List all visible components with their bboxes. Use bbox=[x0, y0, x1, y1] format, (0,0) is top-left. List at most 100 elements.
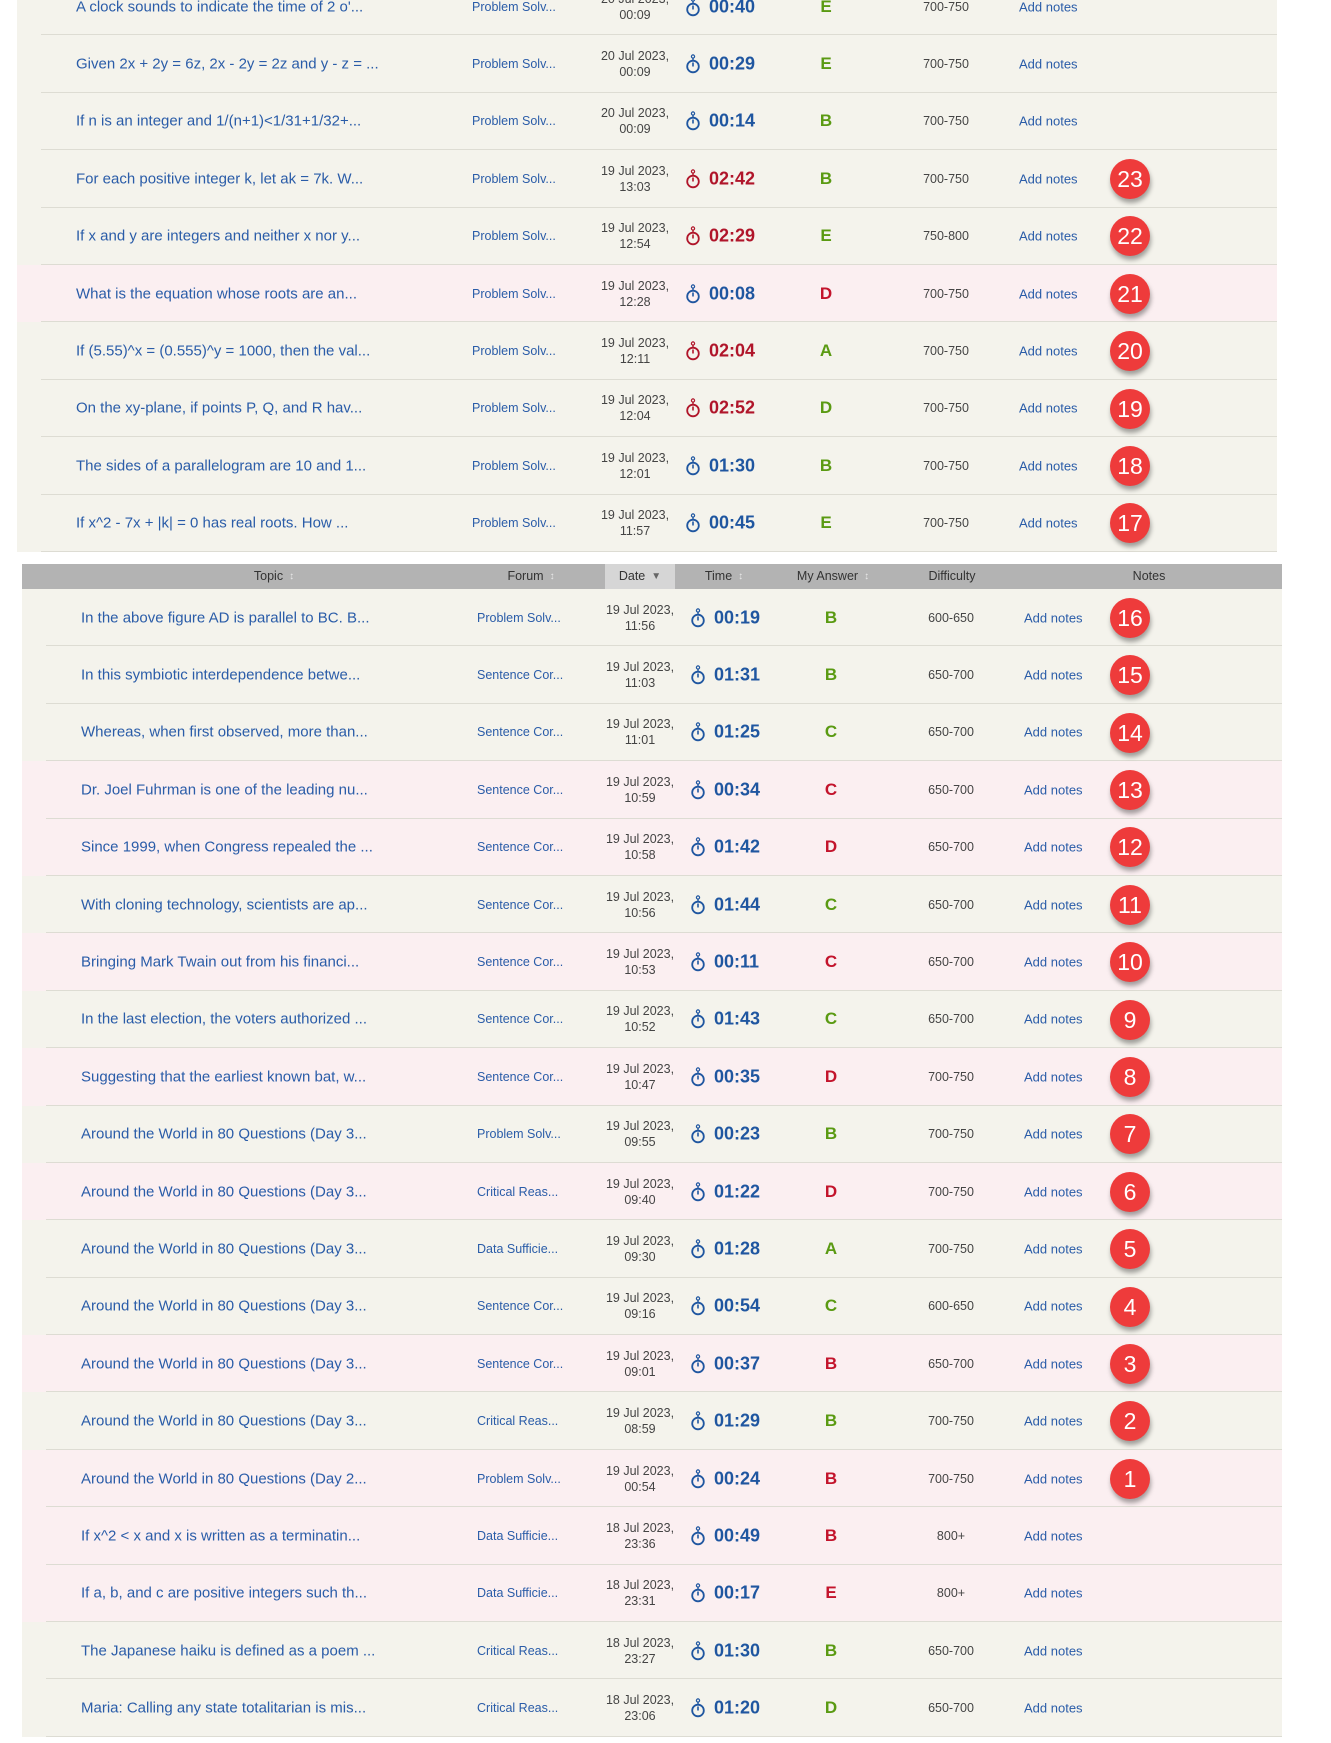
topic-link[interactable]: If x^2 < x and x is written as a termina… bbox=[81, 1527, 361, 1545]
forum-link[interactable]: Problem Solv... bbox=[472, 0, 556, 14]
forum-link[interactable]: Problem Solv... bbox=[472, 229, 556, 244]
add-notes-link[interactable]: Add notes bbox=[1019, 343, 1078, 359]
forum-link[interactable]: Sentence Cor... bbox=[477, 1069, 564, 1084]
forum-link[interactable]: Critical Reas... bbox=[477, 1701, 559, 1716]
difficulty: 650-700 bbox=[928, 955, 974, 970]
forum-link[interactable]: Sentence Cor... bbox=[477, 725, 564, 740]
date-day: 19 Jul 2023, bbox=[605, 1233, 675, 1248]
add-notes-link[interactable]: Add notes bbox=[1019, 56, 1078, 72]
forum-link[interactable]: Critical Reas... bbox=[477, 1643, 559, 1658]
add-notes-link[interactable]: Add notes bbox=[1024, 954, 1083, 970]
add-notes-link[interactable]: Add notes bbox=[1024, 1069, 1083, 1085]
topic-link[interactable]: If x^2 - 7x + |k| = 0 has real roots. Ho… bbox=[76, 514, 349, 532]
add-notes-link[interactable]: Add notes bbox=[1024, 610, 1083, 626]
add-notes-link[interactable]: Add notes bbox=[1024, 1241, 1083, 1257]
topic-link[interactable]: The Japanese haiku is defined as a poem … bbox=[81, 1642, 376, 1660]
add-notes-link[interactable]: Add notes bbox=[1024, 1126, 1083, 1142]
add-notes-link[interactable]: Add notes bbox=[1024, 1643, 1083, 1659]
add-notes-link[interactable]: Add notes bbox=[1024, 1356, 1083, 1372]
topic-link[interactable]: Around the World in 80 Questions (Day 3.… bbox=[81, 1183, 367, 1201]
header-my-answer[interactable]: My Answer ↕ bbox=[797, 564, 869, 589]
topic-link[interactable]: For each positive integer k, let ak = 7k… bbox=[76, 170, 364, 188]
header-topic[interactable]: Topic ↕ bbox=[254, 564, 294, 589]
topic-link[interactable]: If (5.55)^x = (0.555)^y = 1000, then the… bbox=[76, 342, 371, 360]
topic-link[interactable]: If a, b, and c are positive integers suc… bbox=[81, 1584, 367, 1602]
header-forum[interactable]: Forum ↕ bbox=[507, 564, 554, 589]
forum-link[interactable]: Sentence Cor... bbox=[477, 1012, 564, 1027]
forum-link[interactable]: Critical Reas... bbox=[477, 1184, 559, 1199]
forum-link[interactable]: Data Sufficie... bbox=[477, 1528, 559, 1543]
add-notes-link[interactable]: Add notes bbox=[1024, 1413, 1083, 1429]
topic-link[interactable]: Maria: Calling any state totalitarian is… bbox=[81, 1699, 367, 1717]
forum-link[interactable]: Sentence Cor... bbox=[477, 840, 564, 855]
forum-link[interactable]: Problem Solv... bbox=[472, 516, 556, 531]
topic-link[interactable]: In the last election, the voters authori… bbox=[81, 1010, 367, 1028]
topic-link[interactable]: In the above figure AD is parallel to BC… bbox=[81, 609, 370, 627]
add-notes-link[interactable]: Add notes bbox=[1024, 839, 1083, 855]
topic-link[interactable]: Since 1999, when Congress repealed the .… bbox=[81, 838, 373, 856]
topic-link[interactable]: If n is an integer and 1/(n+1)<1/31+1/32… bbox=[76, 112, 362, 130]
forum-link[interactable]: Data Sufficie... bbox=[477, 1586, 559, 1601]
topic-link[interactable]: What is the equation whose roots are an.… bbox=[76, 285, 357, 303]
add-notes-link[interactable]: Add notes bbox=[1024, 1298, 1083, 1314]
header-date-label: Date bbox=[618, 569, 646, 583]
forum-link[interactable]: Problem Solv... bbox=[477, 610, 561, 625]
topic-link[interactable]: Around the World in 80 Questions (Day 2.… bbox=[81, 1470, 367, 1488]
add-notes-link[interactable]: Add notes bbox=[1024, 1471, 1083, 1487]
time-spent: 00:19 bbox=[714, 607, 761, 628]
add-notes-link[interactable]: Add notes bbox=[1019, 515, 1078, 531]
add-notes-link[interactable]: Add notes bbox=[1024, 1011, 1083, 1027]
forum-link[interactable]: Problem Solv... bbox=[472, 171, 556, 186]
forum-link[interactable]: Sentence Cor... bbox=[477, 1299, 564, 1314]
stopwatch-icon bbox=[690, 1067, 706, 1087]
header-time[interactable]: Time ↕ bbox=[705, 564, 743, 589]
forum-link[interactable]: Sentence Cor... bbox=[477, 782, 564, 797]
topic-link[interactable]: Around the World in 80 Questions (Day 3.… bbox=[81, 1412, 367, 1430]
add-notes-link[interactable]: Add notes bbox=[1019, 400, 1078, 416]
add-notes-link[interactable]: Add notes bbox=[1019, 458, 1078, 474]
forum-link[interactable]: Critical Reas... bbox=[477, 1414, 559, 1429]
topic-link[interactable]: Around the World in 80 Questions (Day 3.… bbox=[81, 1355, 367, 1373]
add-notes-link[interactable]: Add notes bbox=[1024, 1700, 1083, 1716]
forum-link[interactable]: Data Sufficie... bbox=[477, 1241, 559, 1256]
forum-link[interactable]: Problem Solv... bbox=[472, 401, 556, 416]
forum-link[interactable]: Problem Solv... bbox=[477, 1471, 561, 1486]
forum-link[interactable]: Sentence Cor... bbox=[477, 668, 564, 683]
add-notes-link[interactable]: Add notes bbox=[1024, 1184, 1083, 1200]
topic-link[interactable]: On the xy-plane, if points P, Q, and R h… bbox=[76, 399, 363, 417]
forum-link[interactable]: Problem Solv... bbox=[477, 1127, 561, 1142]
forum-link[interactable]: Problem Solv... bbox=[472, 344, 556, 359]
forum-link[interactable]: Problem Solv... bbox=[472, 114, 556, 129]
add-notes-link[interactable]: Add notes bbox=[1019, 0, 1078, 15]
topic-link[interactable]: Suggesting that the earliest known bat, … bbox=[81, 1068, 367, 1086]
add-notes-link[interactable]: Add notes bbox=[1024, 667, 1083, 683]
add-notes-link[interactable]: Add notes bbox=[1024, 782, 1083, 798]
forum-link[interactable]: Problem Solv... bbox=[472, 286, 556, 301]
topic-link[interactable]: The sides of a parallelogram are 10 and … bbox=[76, 457, 367, 475]
forum-link[interactable]: Problem Solv... bbox=[472, 458, 556, 473]
topic-link[interactable]: Bringing Mark Twain out from his financi… bbox=[81, 953, 360, 971]
header-date[interactable]: Date ▼ bbox=[619, 564, 661, 589]
add-notes-link[interactable]: Add notes bbox=[1019, 286, 1078, 302]
forum-link[interactable]: Sentence Cor... bbox=[477, 955, 564, 970]
topic-link[interactable]: If x and y are integers and neither x no… bbox=[76, 227, 361, 245]
topic-link[interactable]: Whereas, when first observed, more than.… bbox=[81, 723, 368, 741]
topic-link[interactable]: Dr. Joel Fuhrman is one of the leading n… bbox=[81, 781, 368, 799]
add-notes-link[interactable]: Add notes bbox=[1019, 171, 1078, 187]
add-notes-link[interactable]: Add notes bbox=[1024, 897, 1083, 913]
add-notes-link[interactable]: Add notes bbox=[1019, 228, 1078, 244]
add-notes-link[interactable]: Add notes bbox=[1024, 1585, 1083, 1601]
add-notes-link[interactable]: Add notes bbox=[1024, 1528, 1083, 1544]
topic-link[interactable]: Around the World in 80 Questions (Day 3.… bbox=[81, 1297, 367, 1315]
forum-link[interactable]: Problem Solv... bbox=[472, 57, 556, 72]
topic-link[interactable]: Given 2x + 2y = 6z, 2x - 2y = 2z and y -… bbox=[76, 55, 379, 73]
topic-link[interactable]: Around the World in 80 Questions (Day 3.… bbox=[81, 1125, 367, 1143]
topic-link[interactable]: With cloning technology, scientists are … bbox=[81, 896, 368, 914]
forum-link[interactable]: Sentence Cor... bbox=[477, 897, 564, 912]
forum-link[interactable]: Sentence Cor... bbox=[477, 1356, 564, 1371]
topic-link[interactable]: Around the World in 80 Questions (Day 3.… bbox=[81, 1240, 367, 1258]
topic-link[interactable]: In this symbiotic interdependence betwe.… bbox=[81, 666, 361, 684]
add-notes-link[interactable]: Add notes bbox=[1019, 113, 1078, 129]
topic-link[interactable]: A clock sounds to indicate the time of 2… bbox=[76, 0, 364, 16]
add-notes-link[interactable]: Add notes bbox=[1024, 724, 1083, 740]
